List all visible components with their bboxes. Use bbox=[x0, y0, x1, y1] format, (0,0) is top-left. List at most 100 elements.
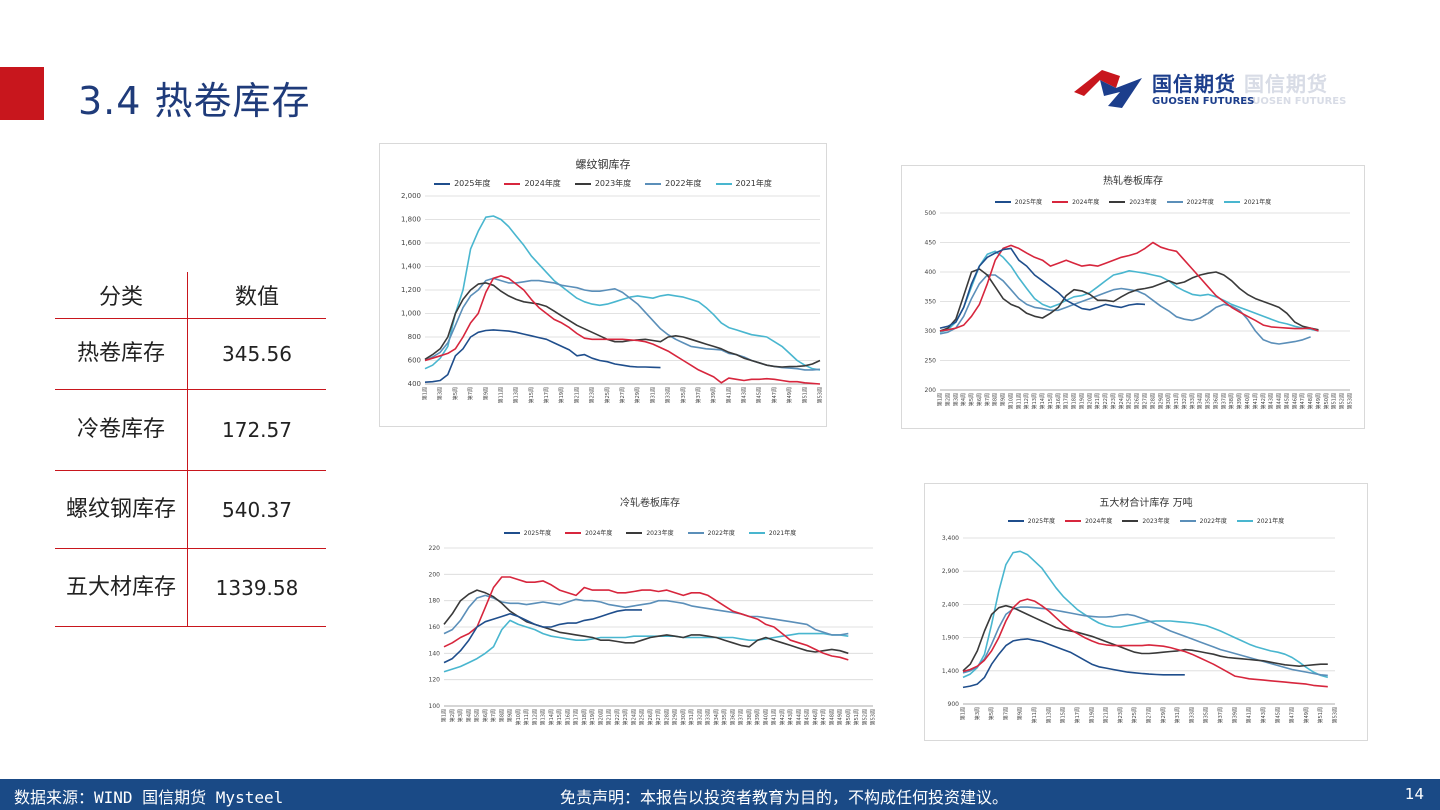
x-tick-label: 第28周 bbox=[663, 709, 670, 725]
x-tick-label: 第42周 bbox=[1260, 393, 1267, 409]
x-tick-label: 第7周 bbox=[1002, 707, 1009, 720]
table-row: 冷卷库存 172.57 bbox=[55, 389, 326, 471]
x-tick-label: 第3周 bbox=[437, 387, 444, 400]
x-tick-label: 第45周 bbox=[1283, 393, 1290, 409]
x-tick-label: 第17周 bbox=[543, 387, 550, 403]
legend-item: 2021年度 bbox=[1236, 516, 1284, 525]
legend-item: 2021年度 bbox=[1223, 197, 1271, 206]
x-tick-label: 第9周 bbox=[1017, 707, 1024, 720]
x-tick-label: 第5周 bbox=[988, 707, 995, 720]
x-tick-label: 第12周 bbox=[531, 709, 538, 725]
y-tick-label: 250 bbox=[925, 358, 937, 365]
table-cell-category: 冷卷库存 bbox=[55, 389, 188, 471]
legend-swatch bbox=[994, 200, 1011, 203]
series-line-2024年度 bbox=[962, 598, 1328, 688]
x-tick-label: 第19周 bbox=[1088, 707, 1095, 723]
x-tick-label: 第26周 bbox=[1134, 393, 1141, 409]
y-tick-label: 140 bbox=[429, 650, 441, 657]
series-line-2023年度 bbox=[939, 268, 1319, 332]
x-tick-label: 第39周 bbox=[754, 709, 761, 725]
x-tick-label: 第52周 bbox=[861, 709, 868, 725]
legend-label: 2025年度 bbox=[523, 530, 552, 537]
x-tick-label: 第47周 bbox=[820, 709, 827, 725]
x-tick-label: 第43周 bbox=[741, 387, 748, 403]
y-tick-label: 1,800 bbox=[401, 216, 421, 224]
legend-item: 2022年度 bbox=[1166, 197, 1214, 206]
x-tick-label: 第37周 bbox=[1217, 707, 1224, 723]
y-tick-label: 400 bbox=[408, 380, 421, 388]
series-line-2022年度 bbox=[424, 277, 821, 371]
legend-swatch bbox=[1007, 519, 1024, 522]
legend-swatch bbox=[434, 182, 451, 185]
legend-label: 2024年度 bbox=[1085, 518, 1113, 525]
x-tick-label: 第26周 bbox=[647, 709, 654, 725]
x-tick-label: 第21周 bbox=[606, 709, 613, 725]
x-tick-label: 第53周 bbox=[817, 387, 824, 403]
legend-swatch bbox=[565, 531, 582, 534]
x-tick-label: 第33周 bbox=[1188, 707, 1195, 723]
x-tick-label: 第1周 bbox=[937, 393, 944, 406]
x-tick-label: 第7周 bbox=[984, 393, 991, 406]
x-tick-label: 第13周 bbox=[1045, 707, 1052, 723]
legend-swatch bbox=[1166, 200, 1183, 203]
x-tick-label: 第8周 bbox=[498, 709, 505, 722]
x-tick-label: 第42周 bbox=[779, 709, 786, 725]
y-tick-label: 1,200 bbox=[401, 286, 421, 294]
x-tick-label: 第34周 bbox=[1197, 393, 1204, 409]
legend-item: 2022年度 bbox=[645, 178, 702, 189]
x-tick-label: 第23周 bbox=[1110, 393, 1117, 409]
chart-plot: 100120140160180200220第1周 第2周 第3周 第4周 第5周 第6周第… bbox=[429, 545, 877, 725]
x-tick-label: 第32周 bbox=[1181, 393, 1188, 409]
table-row: 热卷库存 345.56 bbox=[55, 318, 326, 390]
x-tick-label: 第31周 bbox=[688, 709, 695, 725]
legend-item: 2025年度 bbox=[503, 528, 552, 537]
x-tick-label: 第19周 bbox=[1078, 393, 1085, 409]
legend-swatch bbox=[1122, 519, 1139, 522]
x-tick-label: 第3周 bbox=[457, 709, 464, 722]
page-title: 3.4 热卷库存 bbox=[78, 79, 311, 123]
series-line-2025年度 bbox=[962, 638, 1185, 689]
legend-swatch bbox=[687, 531, 704, 534]
x-tick-label: 第14周 bbox=[1039, 393, 1046, 409]
series-line-2021年度 bbox=[443, 619, 849, 673]
x-tick-label: 第44周 bbox=[1276, 393, 1283, 409]
x-tick-label: 第39周 bbox=[1236, 393, 1243, 409]
series-line-2021年度 bbox=[939, 250, 1319, 333]
legend-item: 2024年度 bbox=[504, 178, 561, 189]
x-tick-label: 第48周 bbox=[1307, 393, 1314, 409]
x-tick-label: 第1周 bbox=[422, 387, 429, 400]
table-cell-value: 345.56 bbox=[187, 318, 326, 390]
x-tick-label: 第36周 bbox=[1212, 393, 1219, 409]
x-tick-label: 第13周 bbox=[513, 387, 520, 403]
x-tick-label: 第16周 bbox=[1055, 393, 1062, 409]
legend-item: 2022年度 bbox=[687, 528, 735, 537]
table-cell-category: 五大材库存 bbox=[55, 548, 188, 627]
y-tick-label: 1,400 bbox=[401, 263, 421, 271]
y-tick-label: 2,000 bbox=[401, 192, 421, 200]
legend-label: 2022年度 bbox=[707, 530, 735, 537]
x-tick-label: 第19周 bbox=[589, 709, 596, 725]
guosen-logo: 国信期货 GUOSEN FUTURES 国信期货 GUOSEN FUTURES bbox=[1072, 66, 1362, 116]
legend-item: 2021年度 bbox=[748, 528, 796, 537]
legend-label: 2025年度 bbox=[454, 179, 491, 188]
x-tick-label: 第37周 bbox=[1220, 393, 1227, 409]
legend-label: 2021年度 bbox=[735, 179, 772, 188]
x-tick-label: 第4周 bbox=[465, 709, 472, 722]
legend-label: 2024年度 bbox=[524, 179, 561, 188]
x-tick-label: 第5周 bbox=[452, 387, 459, 400]
x-tick-label: 第47周 bbox=[1299, 393, 1306, 409]
y-tick-label: 200 bbox=[429, 571, 441, 578]
x-tick-label: 第41周 bbox=[1252, 393, 1259, 409]
legend-item: 2023年度 bbox=[574, 178, 631, 189]
y-tick-label: 500 bbox=[925, 210, 937, 217]
x-tick-label: 第17周 bbox=[573, 709, 580, 725]
x-tick-label: 第1周 bbox=[441, 709, 448, 722]
y-tick-label: 3,400 bbox=[942, 535, 959, 542]
y-tick-label: 220 bbox=[429, 545, 441, 552]
logo-text-cn: 国信期货 bbox=[1152, 72, 1236, 96]
legend-swatch bbox=[1109, 200, 1126, 203]
table-cell-value: 172.57 bbox=[187, 389, 326, 471]
y-tick-label: 300 bbox=[925, 328, 937, 335]
x-tick-label: 第13周 bbox=[540, 709, 547, 725]
legend-swatch bbox=[1236, 519, 1253, 522]
